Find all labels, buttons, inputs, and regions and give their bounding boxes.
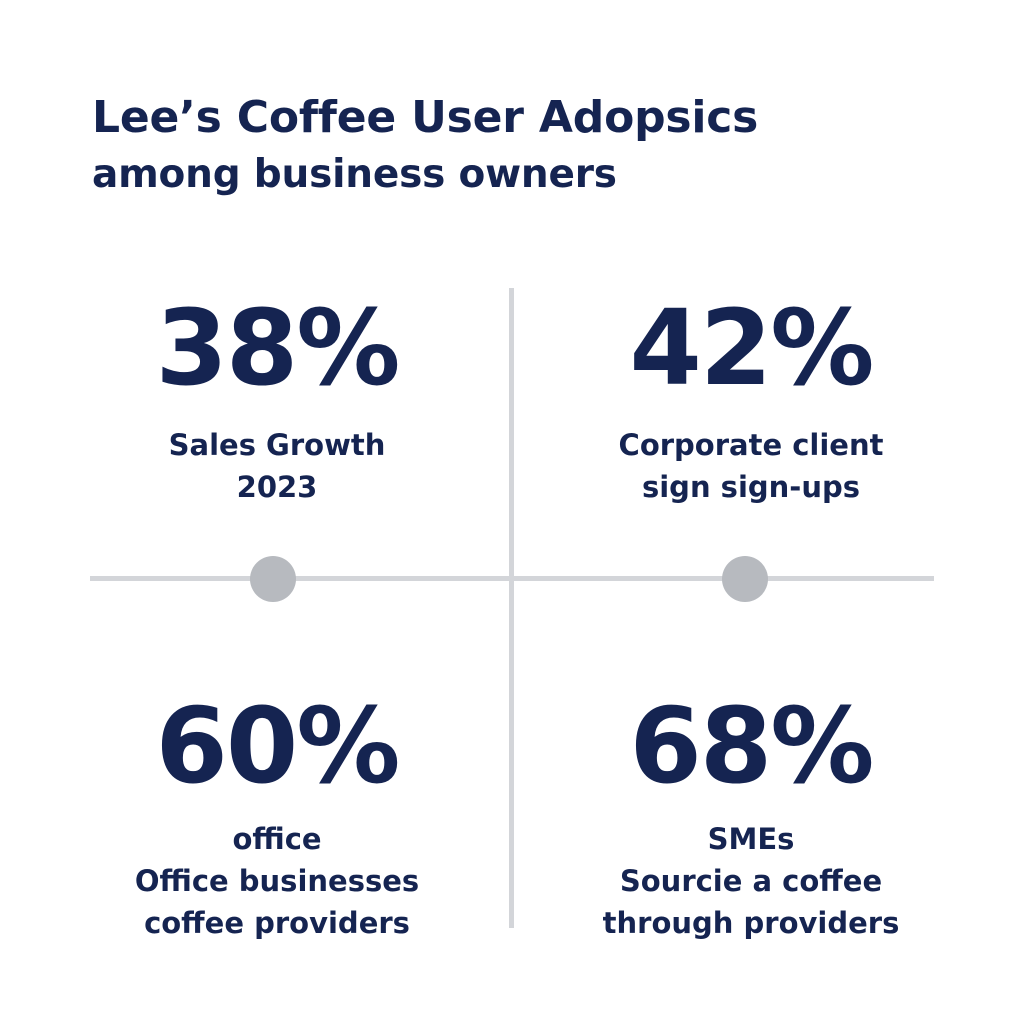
stat-office-businesses: 60% office Office businesses coffee prov… xyxy=(67,694,487,944)
stat-label-line: Sales Growth xyxy=(168,428,386,462)
stat-label-line: Corporate client xyxy=(618,428,884,462)
stat-label-line: office xyxy=(232,822,322,856)
stat-label-line: coffee providers xyxy=(144,906,410,941)
stat-label-line: 2023 xyxy=(236,470,318,505)
stat-label-line: Sourcie a coffee xyxy=(619,864,883,899)
title-line-1: Lee’s Coffee User Adopsics xyxy=(92,92,759,143)
stat-label: Corporate client sign sign-ups xyxy=(541,424,961,508)
stat-label: Sales Growth 2023 xyxy=(67,424,487,508)
vertical-divider xyxy=(509,288,514,928)
stat-sales-growth: 38% Sales Growth 2023 xyxy=(67,296,487,508)
stat-value: 38% xyxy=(155,287,401,409)
stat-label-line: through providers xyxy=(602,906,900,941)
stat-smes: 68% SMEs Sourcie a coffee through provid… xyxy=(541,694,961,944)
horizontal-divider xyxy=(90,576,934,581)
divider-dot-right xyxy=(722,556,768,602)
stat-value: 42% xyxy=(629,287,875,409)
stat-value: 68% xyxy=(629,685,875,807)
title-line-2: among business owners xyxy=(92,151,617,197)
stat-label-line: Office businesses xyxy=(134,864,420,899)
stat-label: SMEs Sourcie a coffee through providers xyxy=(541,818,961,944)
stat-value: 60% xyxy=(155,685,401,807)
stat-label-line: SMEs xyxy=(707,822,795,856)
stat-label-line: sign sign-ups xyxy=(641,470,860,505)
stat-corporate-signups: 42% Corporate client sign sign-ups xyxy=(541,296,961,508)
page-title: Lee’s Coffee User Adopsics among busines… xyxy=(92,88,992,201)
stat-label: office Office businesses coffee provider… xyxy=(67,818,487,944)
divider-dot-left xyxy=(250,556,296,602)
